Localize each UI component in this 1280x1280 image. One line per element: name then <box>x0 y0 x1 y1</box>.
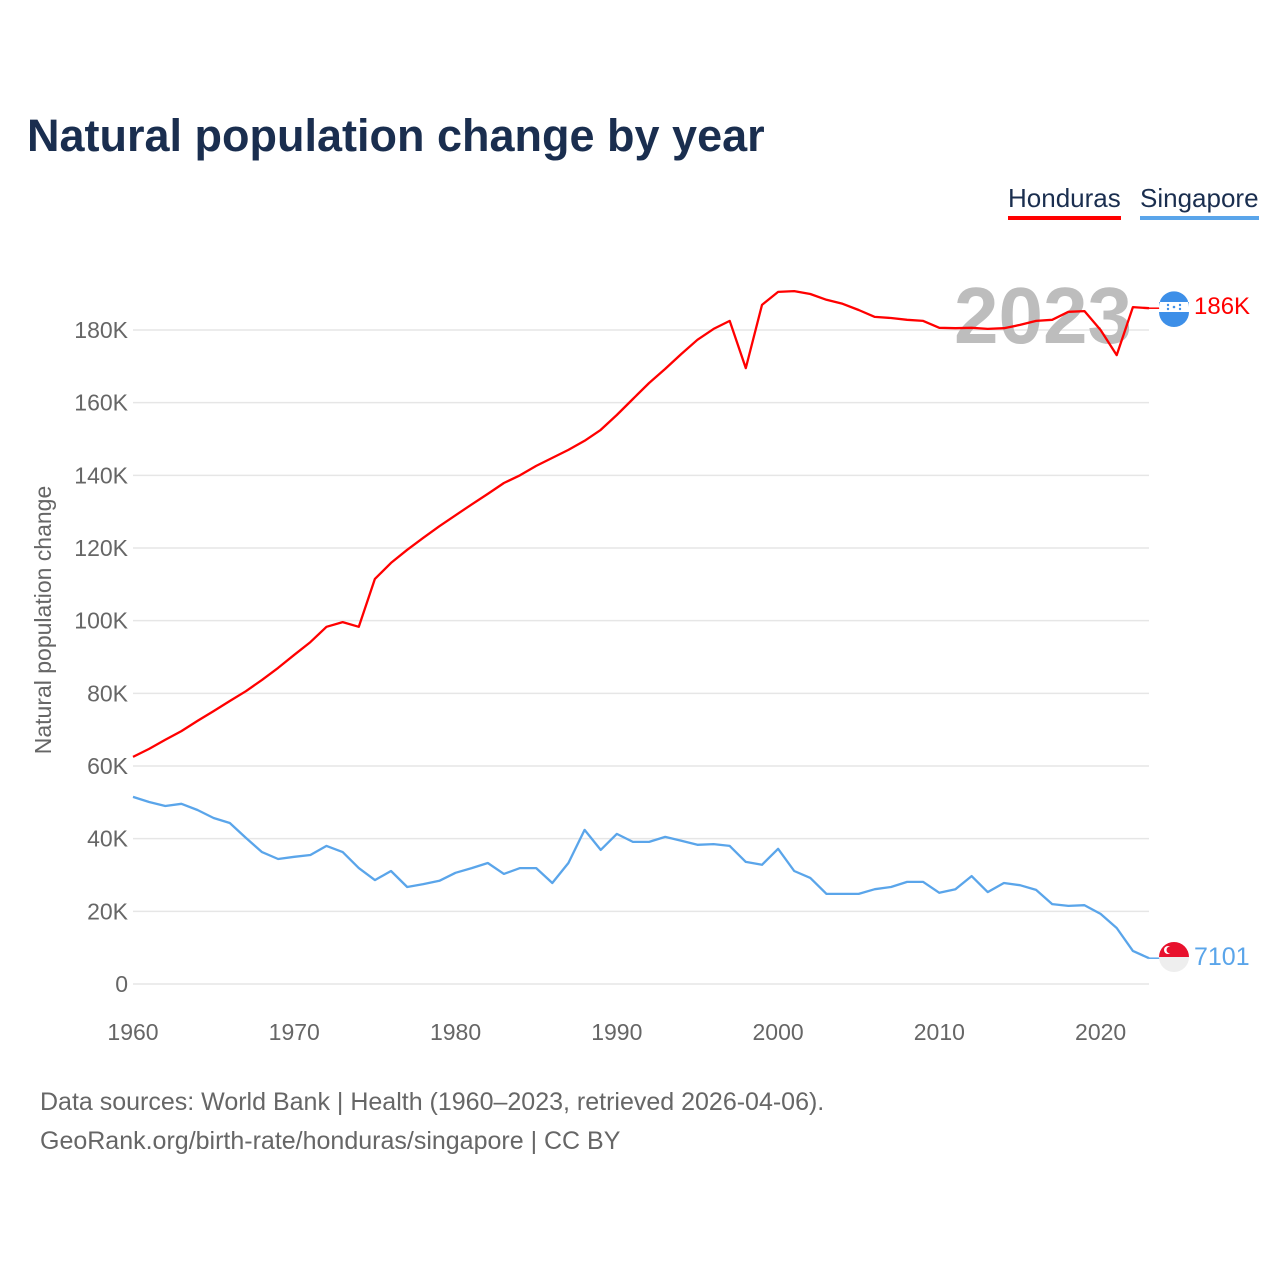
singapore-end-label: 7101 <box>1194 943 1250 971</box>
source-line-2[interactable]: GeoRank.org/birth-rate/honduras/singapor… <box>40 1127 621 1155</box>
y-tick-label: 180K <box>74 317 128 343</box>
x-tick-label: 2010 <box>914 1019 965 1045</box>
y-tick-label: 60K <box>87 753 129 779</box>
x-tick-label: 1990 <box>591 1019 642 1045</box>
year-watermark: 2023 <box>954 271 1132 360</box>
x-tick-label: 1980 <box>430 1019 481 1045</box>
y-tick-label: 20K <box>87 898 129 924</box>
x-tick-label: 1960 <box>107 1019 158 1045</box>
honduras-end-label: 186K <box>1194 293 1250 320</box>
page-title: Natural population change by year <box>27 110 765 161</box>
honduras-flag-icon <box>1159 291 1189 327</box>
y-axis-label: Natural population change <box>30 486 56 755</box>
x-tick-label: 2020 <box>1075 1019 1126 1045</box>
legend-item-honduras[interactable]: Honduras <box>1008 183 1121 220</box>
x-tick-label: 1970 <box>269 1019 320 1045</box>
y-tick-label: 140K <box>74 462 128 488</box>
y-tick-label: 40K <box>87 826 129 852</box>
y-tick-label: 100K <box>74 608 128 634</box>
series-line-honduras <box>132 289 1150 758</box>
x-tick-label: 2000 <box>752 1019 803 1045</box>
y-tick-label: 0 <box>115 971 128 997</box>
series-line-singapore <box>132 795 1150 960</box>
legend-item-singapore[interactable]: Singapore <box>1140 183 1259 220</box>
y-tick-label: 160K <box>74 390 128 416</box>
source-line-1: Data sources: World Bank | Health (1960–… <box>40 1088 825 1116</box>
y-tick-label: 80K <box>87 680 129 706</box>
singapore-flag-icon <box>1159 942 1189 972</box>
y-tick-label: 120K <box>74 535 128 561</box>
